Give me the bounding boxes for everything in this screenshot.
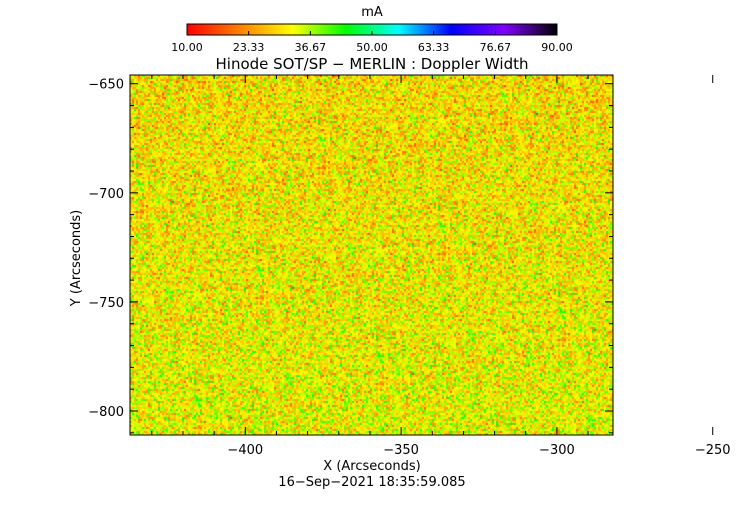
y-tick-label: −700 <box>88 187 124 202</box>
x-tick-label: −400 <box>227 443 263 458</box>
x-tick-label: −350 <box>383 443 419 458</box>
y-tick-label: −650 <box>88 78 124 93</box>
y-axis-label: Y (Arcseconds) <box>69 210 84 307</box>
colorbar-tick-label: 36.67 <box>295 41 327 54</box>
colorbar-tick-label: 63.33 <box>418 41 450 54</box>
colorbar-tick-label: 90.00 <box>541 41 573 54</box>
y-tick-label: −800 <box>88 405 124 420</box>
colorbar-tick-label: 50.00 <box>356 41 388 54</box>
colorbar-ticks: 10.00 23.33 36.67 50.00 63.33 76.67 90.00 <box>171 31 573 54</box>
chart-title: Hinode SOT/SP − MERLIN : Doppler Width <box>216 55 529 73</box>
x-tick-label: −300 <box>539 443 575 458</box>
x-axis-label: X (Arcseconds) <box>323 459 420 474</box>
colorbar-tick-label: 76.67 <box>480 41 512 54</box>
heatmap-image <box>130 75 613 435</box>
x-axis: −400 −350 −300 −250 <box>151 75 731 458</box>
timestamp: 16−Sep−2021 18:35:59.085 <box>278 475 465 490</box>
x-tick-label: −250 <box>695 443 731 458</box>
y-axis: −650 −700 −750 −800 <box>88 78 613 434</box>
y-tick-label: −750 <box>88 296 124 311</box>
colorbar-tick-label: 10.00 <box>171 41 203 54</box>
plot-frame <box>129 74 614 436</box>
colorbar-tick-label: 23.33 <box>233 41 265 54</box>
colorbar-unit: mA <box>361 5 383 20</box>
